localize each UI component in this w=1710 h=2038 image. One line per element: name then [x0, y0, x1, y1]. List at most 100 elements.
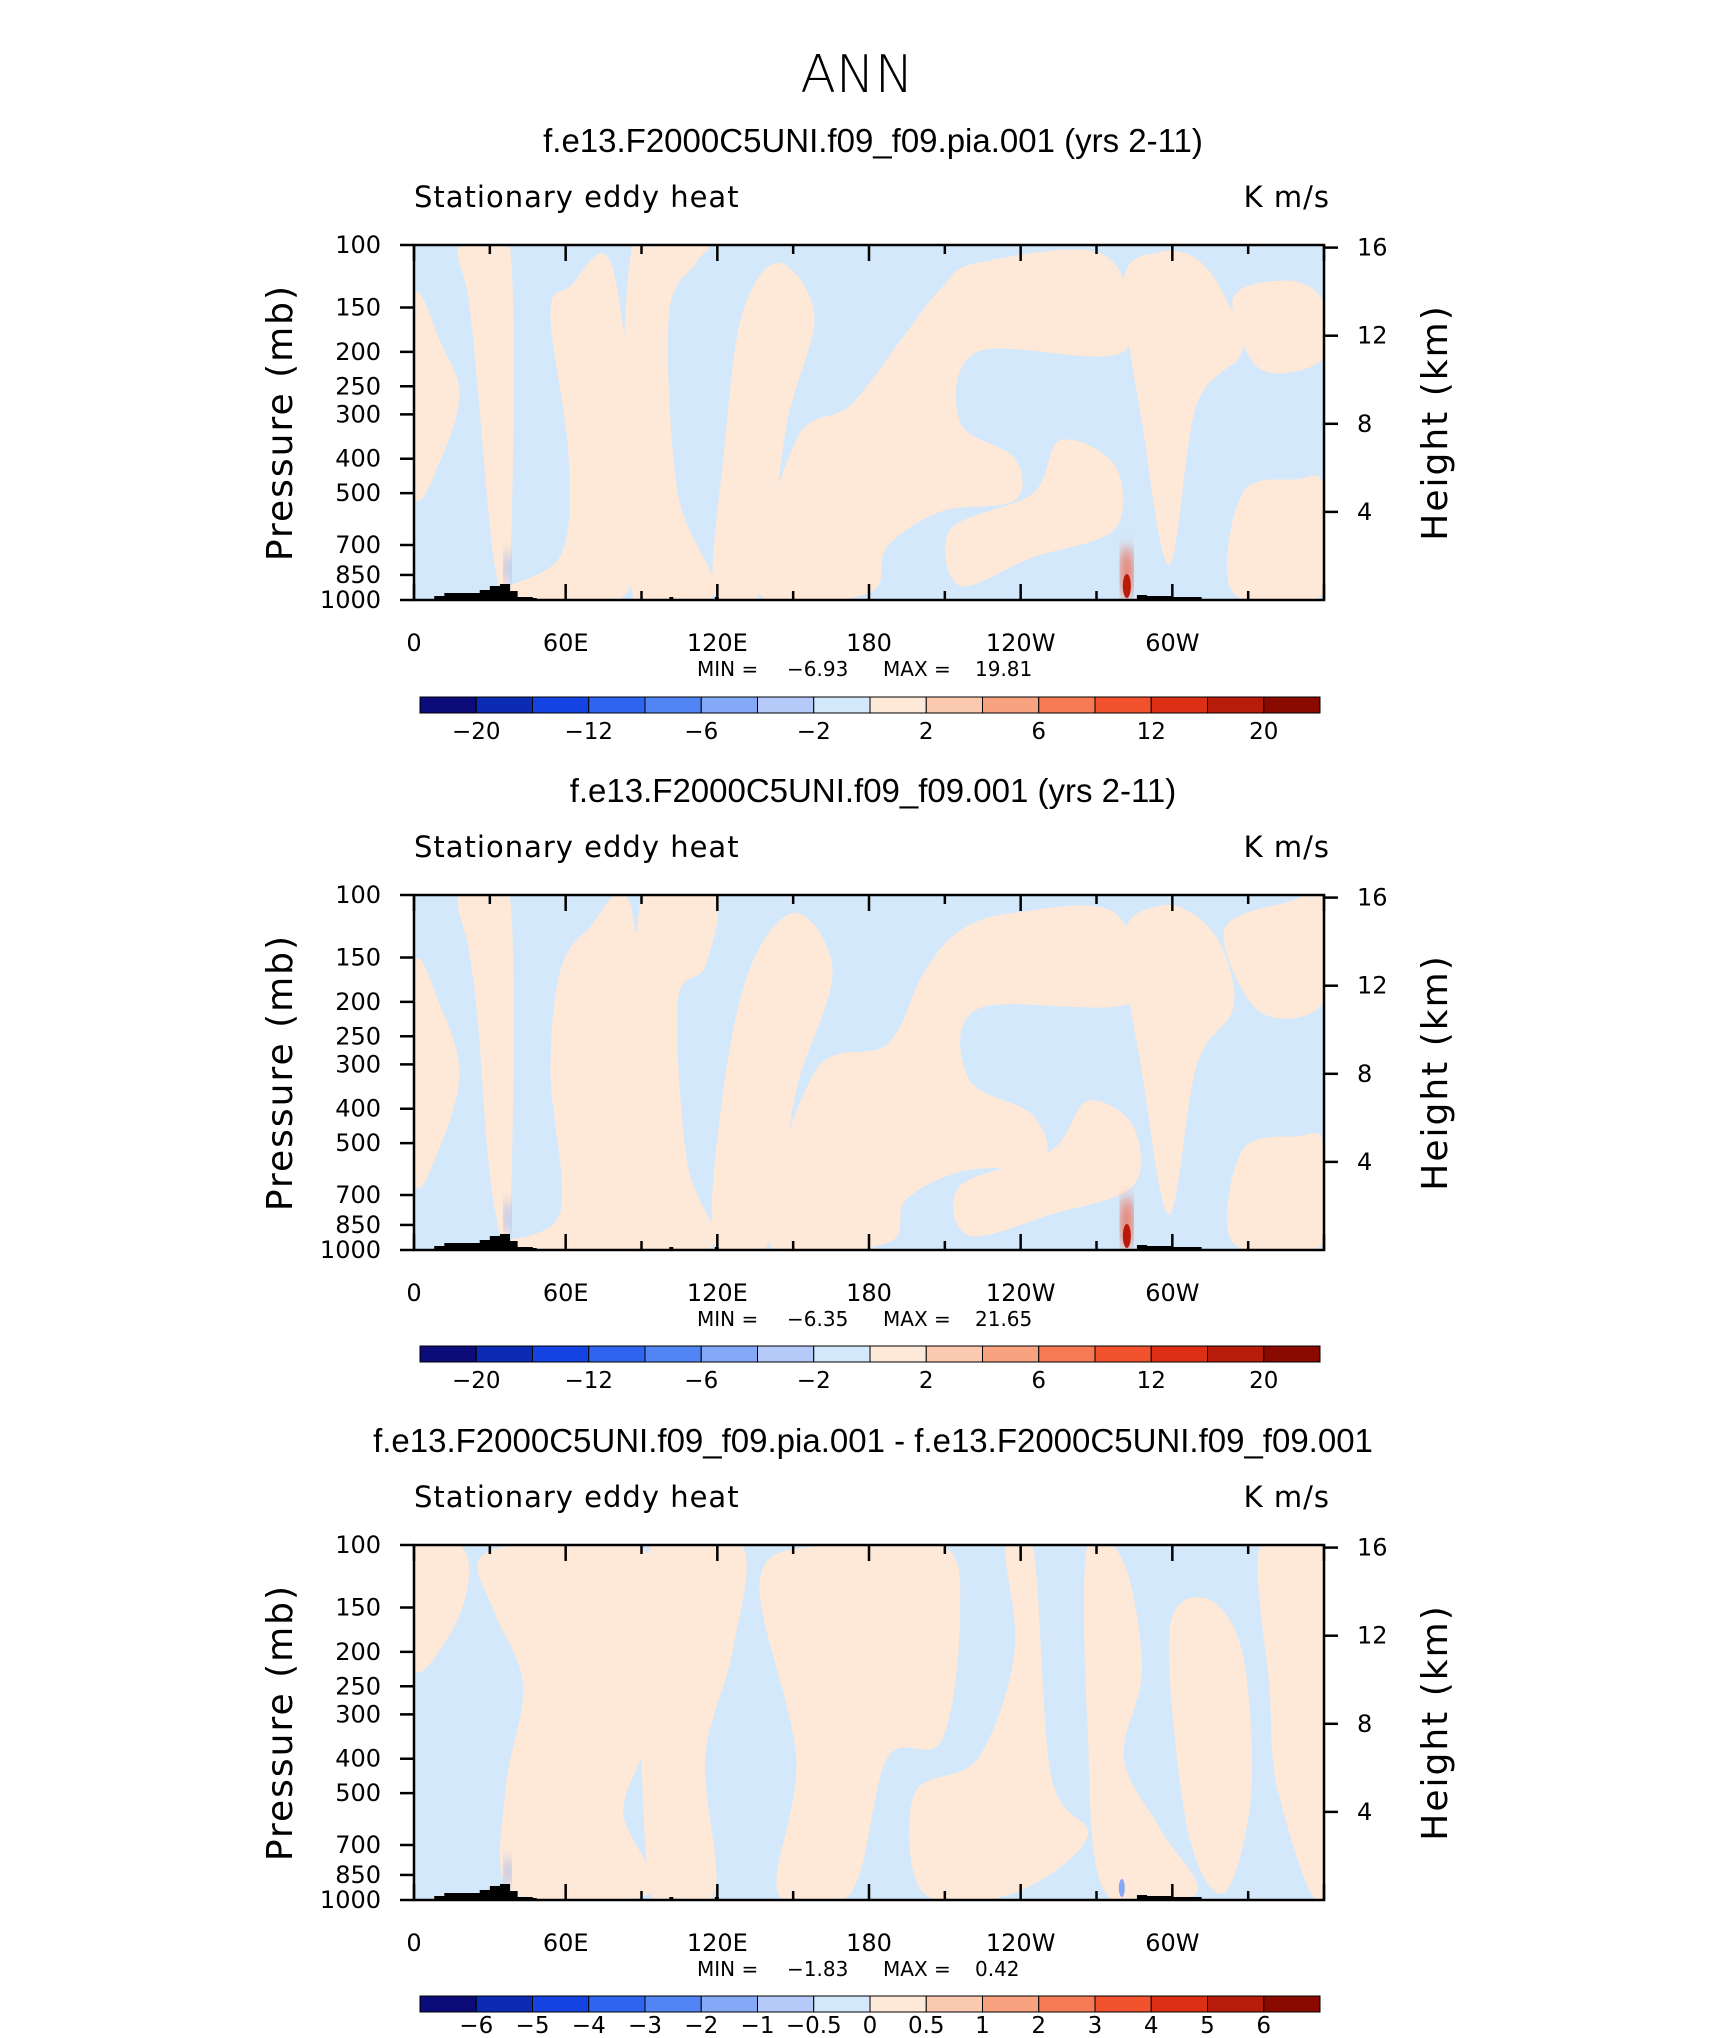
colorbar-swatch: [419, 696, 477, 714]
colorbar-label: −6: [684, 1368, 718, 1394]
y2-tick-label: 4: [1357, 1148, 1372, 1176]
colorbar-swatch: [1207, 1345, 1265, 1363]
y2-tick-label: 8: [1357, 1710, 1372, 1738]
field-contours: [414, 245, 1324, 600]
y-tick-label: 400: [335, 1745, 381, 1773]
colorbar-label: −12: [564, 1368, 613, 1394]
y-tick-label: 200: [335, 1638, 381, 1666]
colorbar: −6 −5 −4 −3 −2 −1 −0.5 0 0.5 1 2 3 4 5 6: [419, 1995, 1321, 2038]
colorbar-label: −6: [459, 2013, 493, 2038]
colorbar-swatch: [644, 1345, 702, 1363]
positive-contour: [1257, 1545, 1324, 1900]
y-tick-label: 300: [335, 1050, 381, 1078]
max-value: 19.81: [975, 657, 1032, 681]
colorbar-label: −2: [684, 2013, 718, 2038]
y2-tick-label: 16: [1357, 884, 1388, 912]
min-blob: [504, 550, 511, 586]
y-axis-label: Pressure (mb): [260, 1584, 301, 1861]
colorbar-label: 0: [863, 2013, 878, 2038]
positive-contour: [477, 1545, 658, 1900]
positive-contour: [1223, 895, 1324, 1019]
colorbar-swatch: [475, 696, 533, 714]
colorbar-swatch: [757, 1995, 815, 2013]
max-value: 21.65: [975, 1307, 1032, 1331]
x-tick-label: 120W: [986, 1279, 1056, 1307]
x-tick-label: 180: [846, 1929, 892, 1957]
colorbar-swatch: [982, 696, 1040, 714]
y2-tick-label: 8: [1357, 1060, 1372, 1088]
colorbar-label: 6: [1031, 1368, 1046, 1394]
y-tick-label: 850: [335, 1861, 381, 1889]
positive-contour: [759, 1545, 961, 1900]
positive-contour: [640, 1545, 747, 1900]
x-tick-label: 60E: [543, 1929, 589, 1957]
max-core: [1122, 1224, 1131, 1248]
colorbar-swatch: [1038, 1345, 1096, 1363]
figure-title: ANN: [800, 45, 913, 105]
panel-title: f.e13.F2000C5UNI.f09_f09.pia.001 - f.e13…: [373, 1422, 1373, 1459]
max-label: MAX =: [883, 1307, 951, 1331]
colorbar-swatch: [475, 1345, 533, 1363]
x-tick-label: 120W: [986, 629, 1056, 657]
y-tick-label: 250: [335, 1022, 381, 1050]
colorbar-swatch: [1150, 1345, 1208, 1363]
positive-contour: [457, 895, 514, 1250]
y2-axis-label: Height (km): [1415, 954, 1456, 1190]
colorbar-swatch: [532, 1345, 590, 1363]
x-tick-label: 60W: [1145, 1279, 1199, 1307]
colorbar-swatch: [925, 1995, 983, 2013]
colorbar-label: −2: [797, 1368, 831, 1394]
colorbar-swatch: [869, 1345, 927, 1363]
colorbar-label: −20: [452, 719, 501, 745]
colorbar-label: −2: [797, 719, 831, 745]
y2-tick-label: 16: [1357, 234, 1388, 262]
y2-tick-label: 12: [1357, 1622, 1388, 1650]
left-subtitle: Stationary eddy heat: [414, 180, 740, 214]
colorbar-swatch: [1094, 696, 1152, 714]
x-tick-label: 180: [846, 629, 892, 657]
colorbar-label: 1: [975, 2013, 990, 2038]
positive-contour: [622, 245, 716, 600]
x-tick-label: 60W: [1145, 629, 1199, 657]
colorbar-swatch: [869, 1995, 927, 2013]
y-axis-label: Pressure (mb): [260, 284, 301, 561]
positive-contour: [757, 249, 1134, 600]
y2-tick-label: 4: [1357, 1798, 1372, 1826]
x-tick-label: 120E: [687, 629, 748, 657]
colorbar: −20 −12 −6 −2 2 6 12 20: [419, 696, 1321, 745]
colorbar-label: −4: [572, 2013, 606, 2038]
topography: [434, 1234, 537, 1250]
colorbar-label: 12: [1137, 719, 1166, 745]
y-tick-label: 100: [335, 1531, 381, 1559]
x-tick-label: 60W: [1145, 1929, 1199, 1957]
min-value: −6.93: [787, 657, 848, 681]
colorbar-swatch: [1150, 1995, 1208, 2013]
y-tick-label: 150: [335, 294, 381, 322]
positive-contour: [1227, 1132, 1324, 1250]
positive-contour: [632, 895, 719, 1250]
colorbar-swatch: [1150, 696, 1208, 714]
left-subtitle: Stationary eddy heat: [414, 1480, 740, 1514]
colorbar-swatch: [982, 1345, 1040, 1363]
positive-contour: [944, 439, 1124, 587]
colorbar-label: −20: [452, 1368, 501, 1394]
positive-contour: [766, 905, 1143, 1250]
colorbar-label: 20: [1249, 1368, 1278, 1394]
positive-contour: [1232, 280, 1324, 374]
y2-axis-label: Height (km): [1415, 1604, 1456, 1840]
colorbar-swatch: [813, 696, 871, 714]
colorbar-swatch: [1038, 696, 1096, 714]
y-tick-label: 200: [335, 988, 381, 1016]
min-blob: [504, 1200, 511, 1236]
field-contours: [414, 895, 1324, 1250]
max-label: MAX =: [883, 1957, 951, 1981]
y-tick-label: 400: [335, 445, 381, 473]
colorbar-swatch: [757, 696, 815, 714]
panel-title: f.e13.F2000C5UNI.f09_f09.pia.001 (yrs 2-…: [543, 122, 1203, 159]
y-tick-label: 500: [335, 1129, 381, 1157]
colorbar-label: −6: [684, 719, 718, 745]
field-contours: [414, 1545, 1324, 1900]
colorbar-label: 12: [1137, 1368, 1166, 1394]
positive-contour: [1168, 1597, 1253, 1894]
y-tick-label: 400: [335, 1095, 381, 1123]
